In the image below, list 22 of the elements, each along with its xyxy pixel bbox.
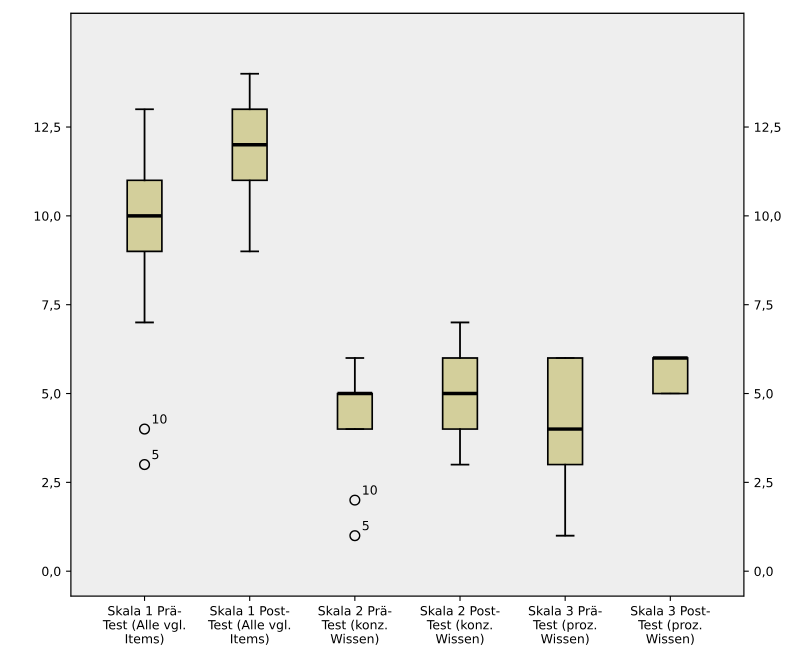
y-tick-label: 0,0 [42,566,60,578]
y-tick-label: 5,0 [42,389,60,400]
y2-tick-label: 2,5 [754,478,772,489]
annotation: 10 [152,414,167,424]
x-tick-label: Skala 2 Post- Test (konz. Wissen) [420,606,500,645]
y2-tick-label: 12,5 [755,122,780,134]
x-tick-label: Skala 1 Prä- Test (Alle vgl. Items) [102,606,185,645]
y-tick-label: 2,5 [42,478,60,489]
y2-tick-label: 10,0 [755,211,781,222]
y-tick-label: 7,5 [42,300,60,311]
y-tick-label: 10,0 [34,211,60,222]
annotation: 5 [362,520,369,530]
annotation: 5 [152,450,158,460]
x-tick-label: Skala 1 Post- Test (Alle vgl. Items) [208,606,290,645]
y2-tick-label: 7,5 [754,300,772,311]
y-tick-label: 12,5 [34,122,60,134]
x-tick-label: Skala 2 Prä- Test (konz. Wissen) [318,606,392,645]
y2-tick-label: 0,0 [754,566,773,578]
y2-tick-label: 5,0 [754,389,773,400]
x-tick-label: Skala 3 Prä- Test (proz. Wissen) [528,606,602,645]
annotation: 10 [363,485,377,495]
x-tick-label: Skala 3 Post- Test (proz. Wissen) [631,606,710,645]
